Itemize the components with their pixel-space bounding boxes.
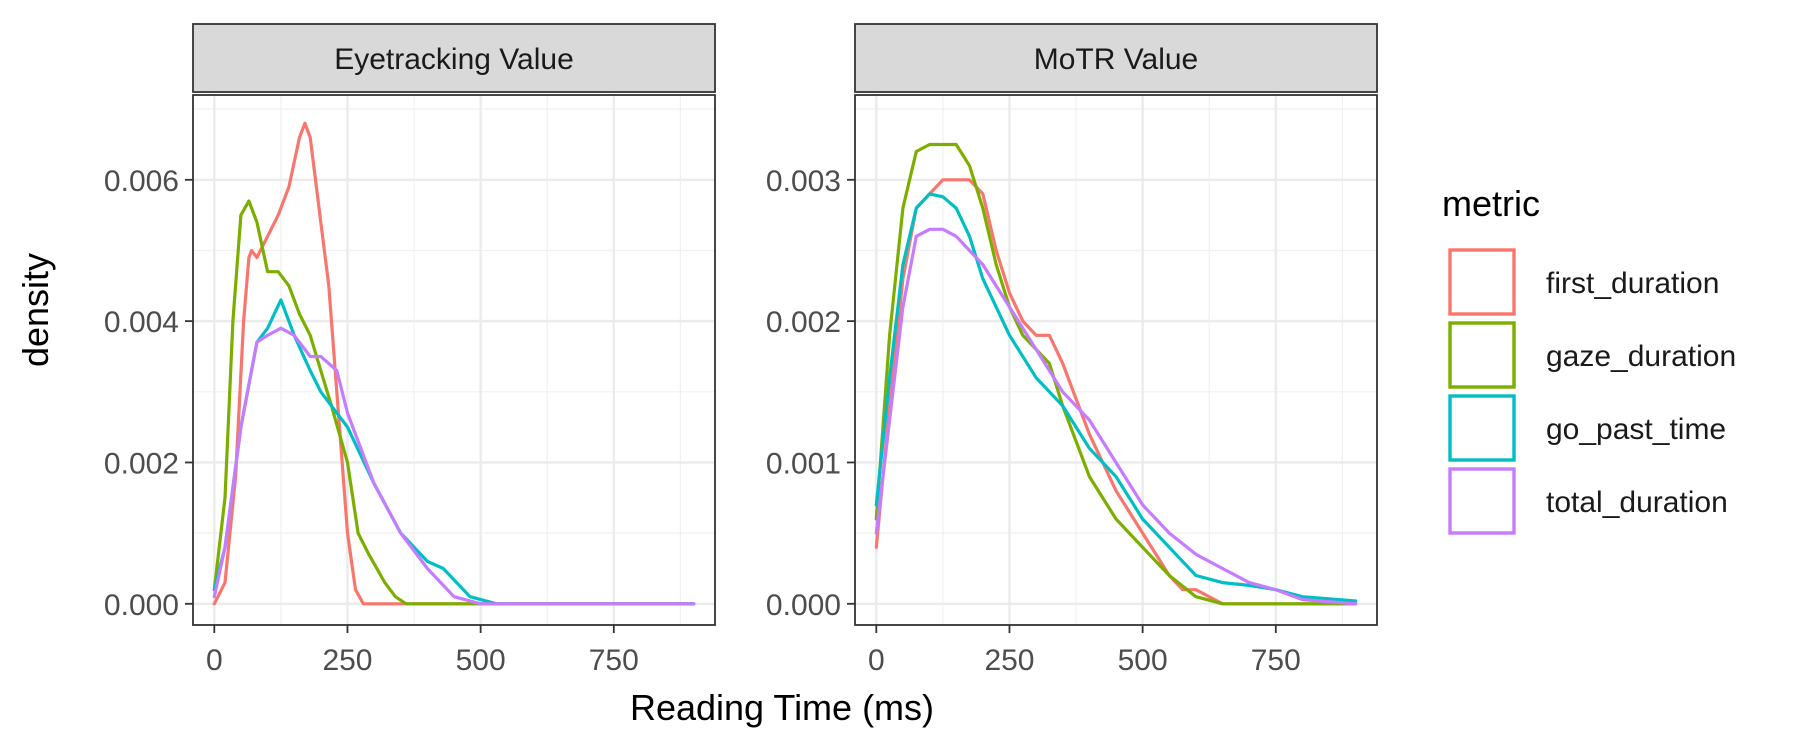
panel-background (193, 95, 715, 625)
y-tick-label: 0.001 (766, 447, 841, 480)
panel-border (854, 94, 1378, 626)
series-line-total-duration (212, 326, 696, 606)
y-tick-label: 0.006 (104, 165, 179, 198)
y-tick-label: 0.000 (104, 589, 179, 622)
x-tick-label: 750 (589, 644, 639, 677)
panel-background (855, 95, 1377, 625)
y-tick-label: 0.000 (766, 589, 841, 622)
x-tick-label: 250 (984, 644, 1034, 677)
y-tick-label: 0.002 (104, 447, 179, 480)
series-line-first-duration (212, 121, 696, 606)
y-tick-label: 0.003 (766, 165, 841, 198)
y-tick-label: 0.002 (766, 306, 841, 339)
x-tick-label: 750 (1251, 644, 1301, 677)
panel-strip (192, 23, 716, 93)
x-tick-label: 500 (1118, 644, 1168, 677)
series-line-gaze-duration (212, 199, 696, 606)
legend-key-total-duration (1448, 467, 1516, 535)
legend-key-go-past-time (1448, 394, 1516, 462)
legend-label-first-duration: first_duration (1546, 267, 1719, 300)
legend-label-go-past-time: go_past_time (1546, 413, 1726, 446)
y-tick-label: 0.004 (104, 306, 179, 339)
x-tick-label: 0 (868, 644, 885, 677)
legend-key-gaze-duration (1448, 321, 1516, 389)
panel-strip-title: Eyetracking Value (334, 43, 574, 76)
panel-strip-title: MoTR Value (1034, 43, 1199, 76)
legend-title: metric (1442, 183, 1540, 224)
panel-strip (854, 23, 1378, 93)
x-axis-title: Reading Time (ms) (630, 687, 934, 728)
legend-label-gaze-duration: gaze_duration (1546, 340, 1736, 373)
panel-border (192, 94, 716, 626)
x-tick-label: 250 (322, 644, 372, 677)
x-tick-label: 0 (206, 644, 223, 677)
y-axis-title: density (15, 253, 56, 367)
legend-key-first-duration (1448, 248, 1516, 316)
x-tick-label: 500 (456, 644, 506, 677)
series-line-go-past-time (874, 192, 1358, 603)
series-line-gaze-duration (874, 142, 1358, 606)
series-line-total-duration (874, 227, 1358, 606)
legend-label-total-duration: total_duration (1546, 486, 1728, 519)
